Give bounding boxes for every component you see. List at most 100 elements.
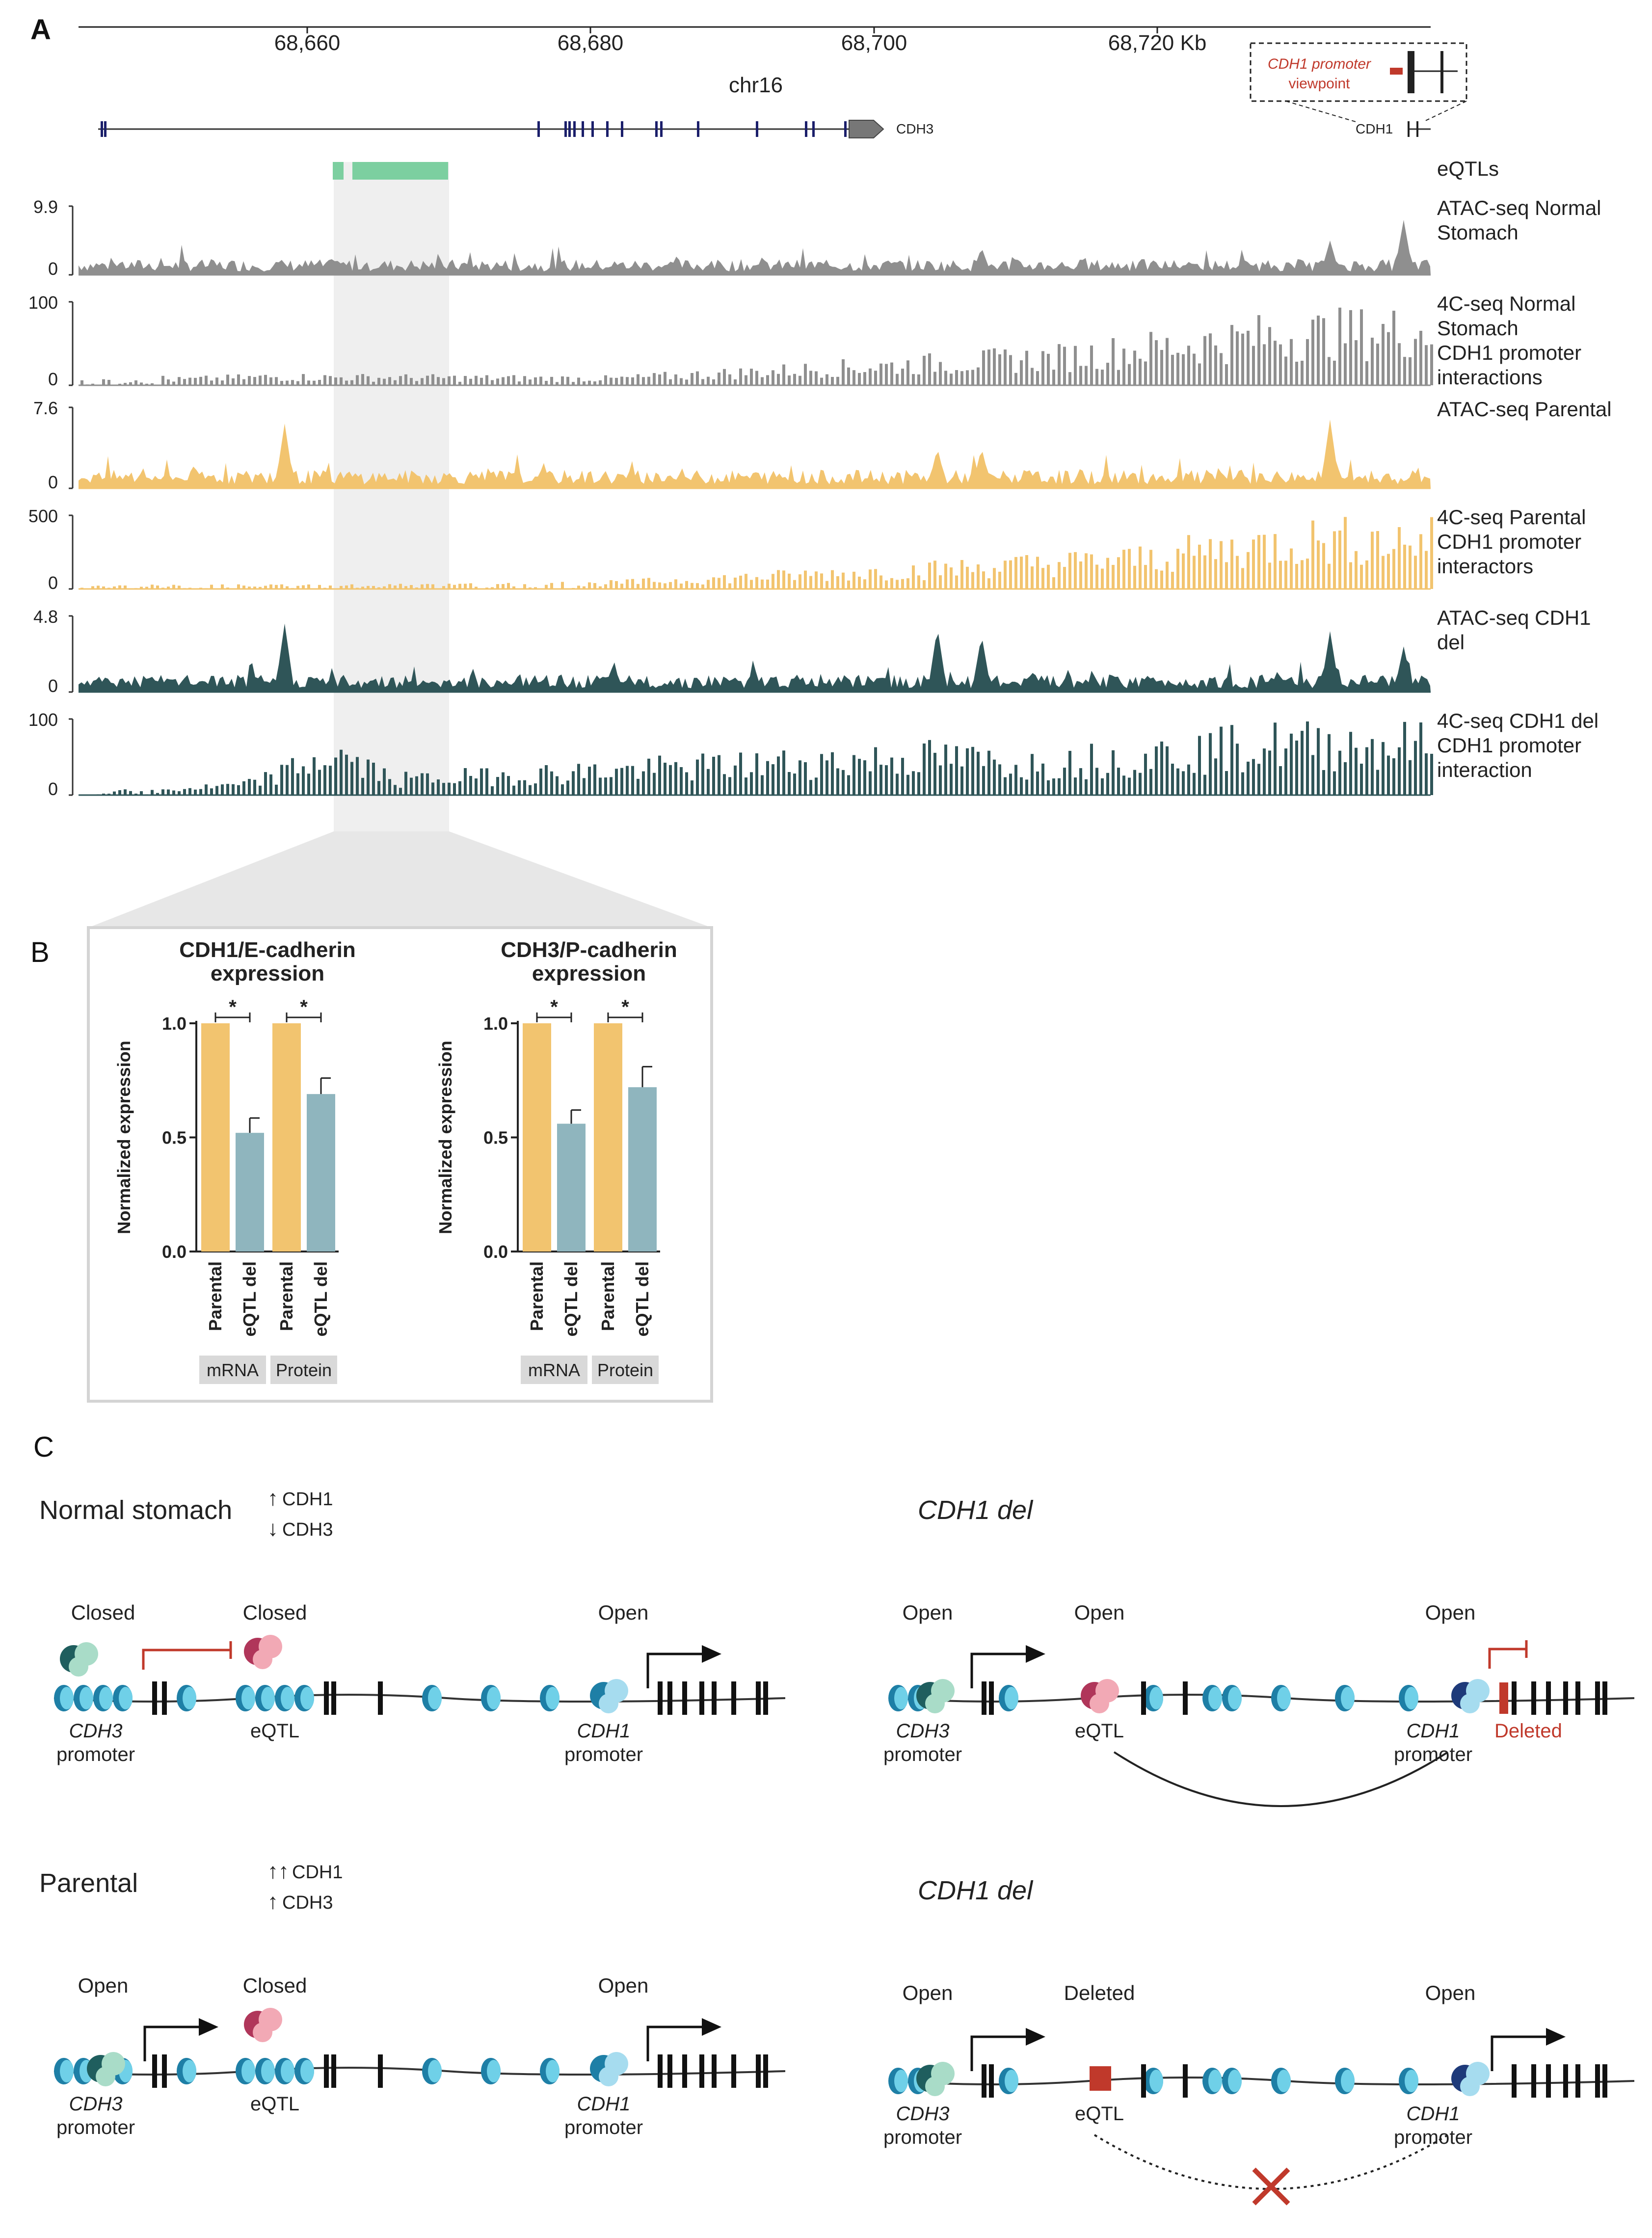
4c-signal-bar: [777, 756, 780, 795]
4c-signal-bar: [458, 584, 461, 589]
4c-signal-bar: [307, 773, 310, 795]
4c-signal-bar: [1371, 739, 1374, 795]
4c-signal-bar: [799, 760, 801, 795]
4c-signal-bar: [766, 761, 769, 795]
4c-signal-bar: [1176, 352, 1179, 385]
4c-signal-bar: [1203, 336, 1206, 385]
4c-signal-bar: [680, 378, 683, 385]
4c-signal-bar: [917, 575, 920, 589]
tss-arrow: [970, 2035, 1026, 2071]
4c-signal-bar: [912, 374, 915, 385]
4c-signal-bar: [993, 348, 996, 385]
4c-signal-bar: [226, 784, 229, 795]
4c-signal-bar: [1176, 549, 1179, 589]
locus-label: promoter: [56, 1744, 135, 1765]
locus-label: eQTL: [1075, 2103, 1124, 2125]
4c-signal-bar: [485, 768, 488, 795]
4c-signal-bar: [588, 380, 591, 385]
4c-signal-bar: [1155, 746, 1158, 795]
4c-signal-bar: [853, 370, 855, 385]
zoom-connector: [88, 831, 712, 928]
4c-signal-bar: [134, 794, 137, 795]
category-label: Parental: [527, 1261, 547, 1331]
4c-signal-bar: [1155, 340, 1158, 385]
4c-signal-bar: [539, 376, 542, 385]
4c-signal-bar: [842, 572, 845, 589]
4c-signal-bar: [226, 587, 229, 589]
chromosome-label: chr16: [729, 73, 783, 97]
exon-block: [378, 1681, 383, 1715]
exon-block: [667, 1681, 672, 1715]
4c-signal-bar: [124, 383, 127, 385]
4c-signal-bar: [869, 569, 872, 589]
4c-signal-bar: [847, 775, 850, 795]
4c-signal-bar: [626, 377, 629, 385]
4c-signal-bar: [124, 789, 127, 795]
4c-signal-bar: [172, 585, 175, 589]
exon-block: [982, 1681, 986, 1715]
4c-signal-bar: [631, 579, 634, 589]
4c-signal-bar: [453, 783, 456, 795]
4c-signal-bar: [793, 773, 796, 795]
cdh3-exon: [805, 121, 807, 137]
exon-block: [1183, 2064, 1188, 2098]
4c-signal-bar: [939, 362, 942, 385]
locus-label: promoter: [1394, 2127, 1472, 2148]
4c-signal-bar: [923, 355, 926, 385]
4c-signal-bar: [1252, 346, 1255, 385]
exon-block: [658, 1681, 663, 1715]
4c-signal-bar: [745, 777, 747, 795]
4c-signal-bar: [426, 584, 429, 589]
locus-label: CDH3: [69, 1720, 123, 1742]
4c-signal-bar: [226, 374, 229, 385]
4c-signal-bar: [259, 375, 262, 385]
4c-signal-bar: [782, 364, 785, 385]
model-title: Normal stomach: [39, 1495, 232, 1525]
4c-signal-bar: [507, 776, 510, 795]
4c-signal-bar: [1414, 741, 1417, 795]
4c-signal-bar: [1182, 553, 1185, 589]
4c-signal-bar: [512, 375, 515, 385]
exon-block: [763, 1681, 768, 1715]
4c-signal-bar: [502, 377, 505, 385]
4c-signal-bar: [410, 777, 413, 795]
4c-signal-bar: [199, 376, 202, 385]
4c-signal-bar: [323, 765, 326, 795]
exon-block: [1183, 1681, 1188, 1715]
4c-signal-bar: [761, 775, 764, 795]
4c-signal-bar: [1236, 556, 1239, 589]
category-label: eQTL del: [561, 1261, 581, 1336]
cdh3-exon: [568, 121, 571, 137]
4c-signal-bar: [1322, 770, 1325, 795]
4c-signal-bar: [647, 758, 650, 795]
4c-signal-bar: [917, 772, 920, 795]
4c-signal-bar: [1031, 368, 1034, 385]
4c-signal-bar: [388, 779, 391, 795]
4c-signal-bar: [275, 377, 278, 385]
4c-signal-bar: [399, 584, 402, 589]
4c-signal-bar: [129, 791, 132, 795]
cdh3-exon: [591, 121, 594, 137]
4c-signal-bar: [1355, 340, 1358, 385]
4c-signal-bar: [998, 354, 1001, 385]
4c-signal-bar: [809, 780, 812, 795]
4c-signal-bar: [577, 377, 580, 385]
panel-a-label: A: [30, 14, 51, 46]
significance-star: *: [300, 996, 308, 1018]
4c-signal-bar: [1355, 747, 1358, 795]
4c-signal-bar: [334, 757, 337, 795]
4c-signal-bar: [361, 777, 364, 795]
4c-signal-bar: [1398, 343, 1401, 385]
exon-block: [731, 2054, 736, 2088]
4c-signal-bar: [1074, 346, 1077, 385]
4c-signal-bar: [318, 585, 321, 589]
4c-signal-bar: [1295, 362, 1298, 385]
4c-signal-bar: [399, 788, 402, 795]
4c-signal-bar: [680, 584, 683, 589]
4c-signal-bar: [286, 586, 289, 589]
4c-signal-bar: [475, 375, 478, 385]
